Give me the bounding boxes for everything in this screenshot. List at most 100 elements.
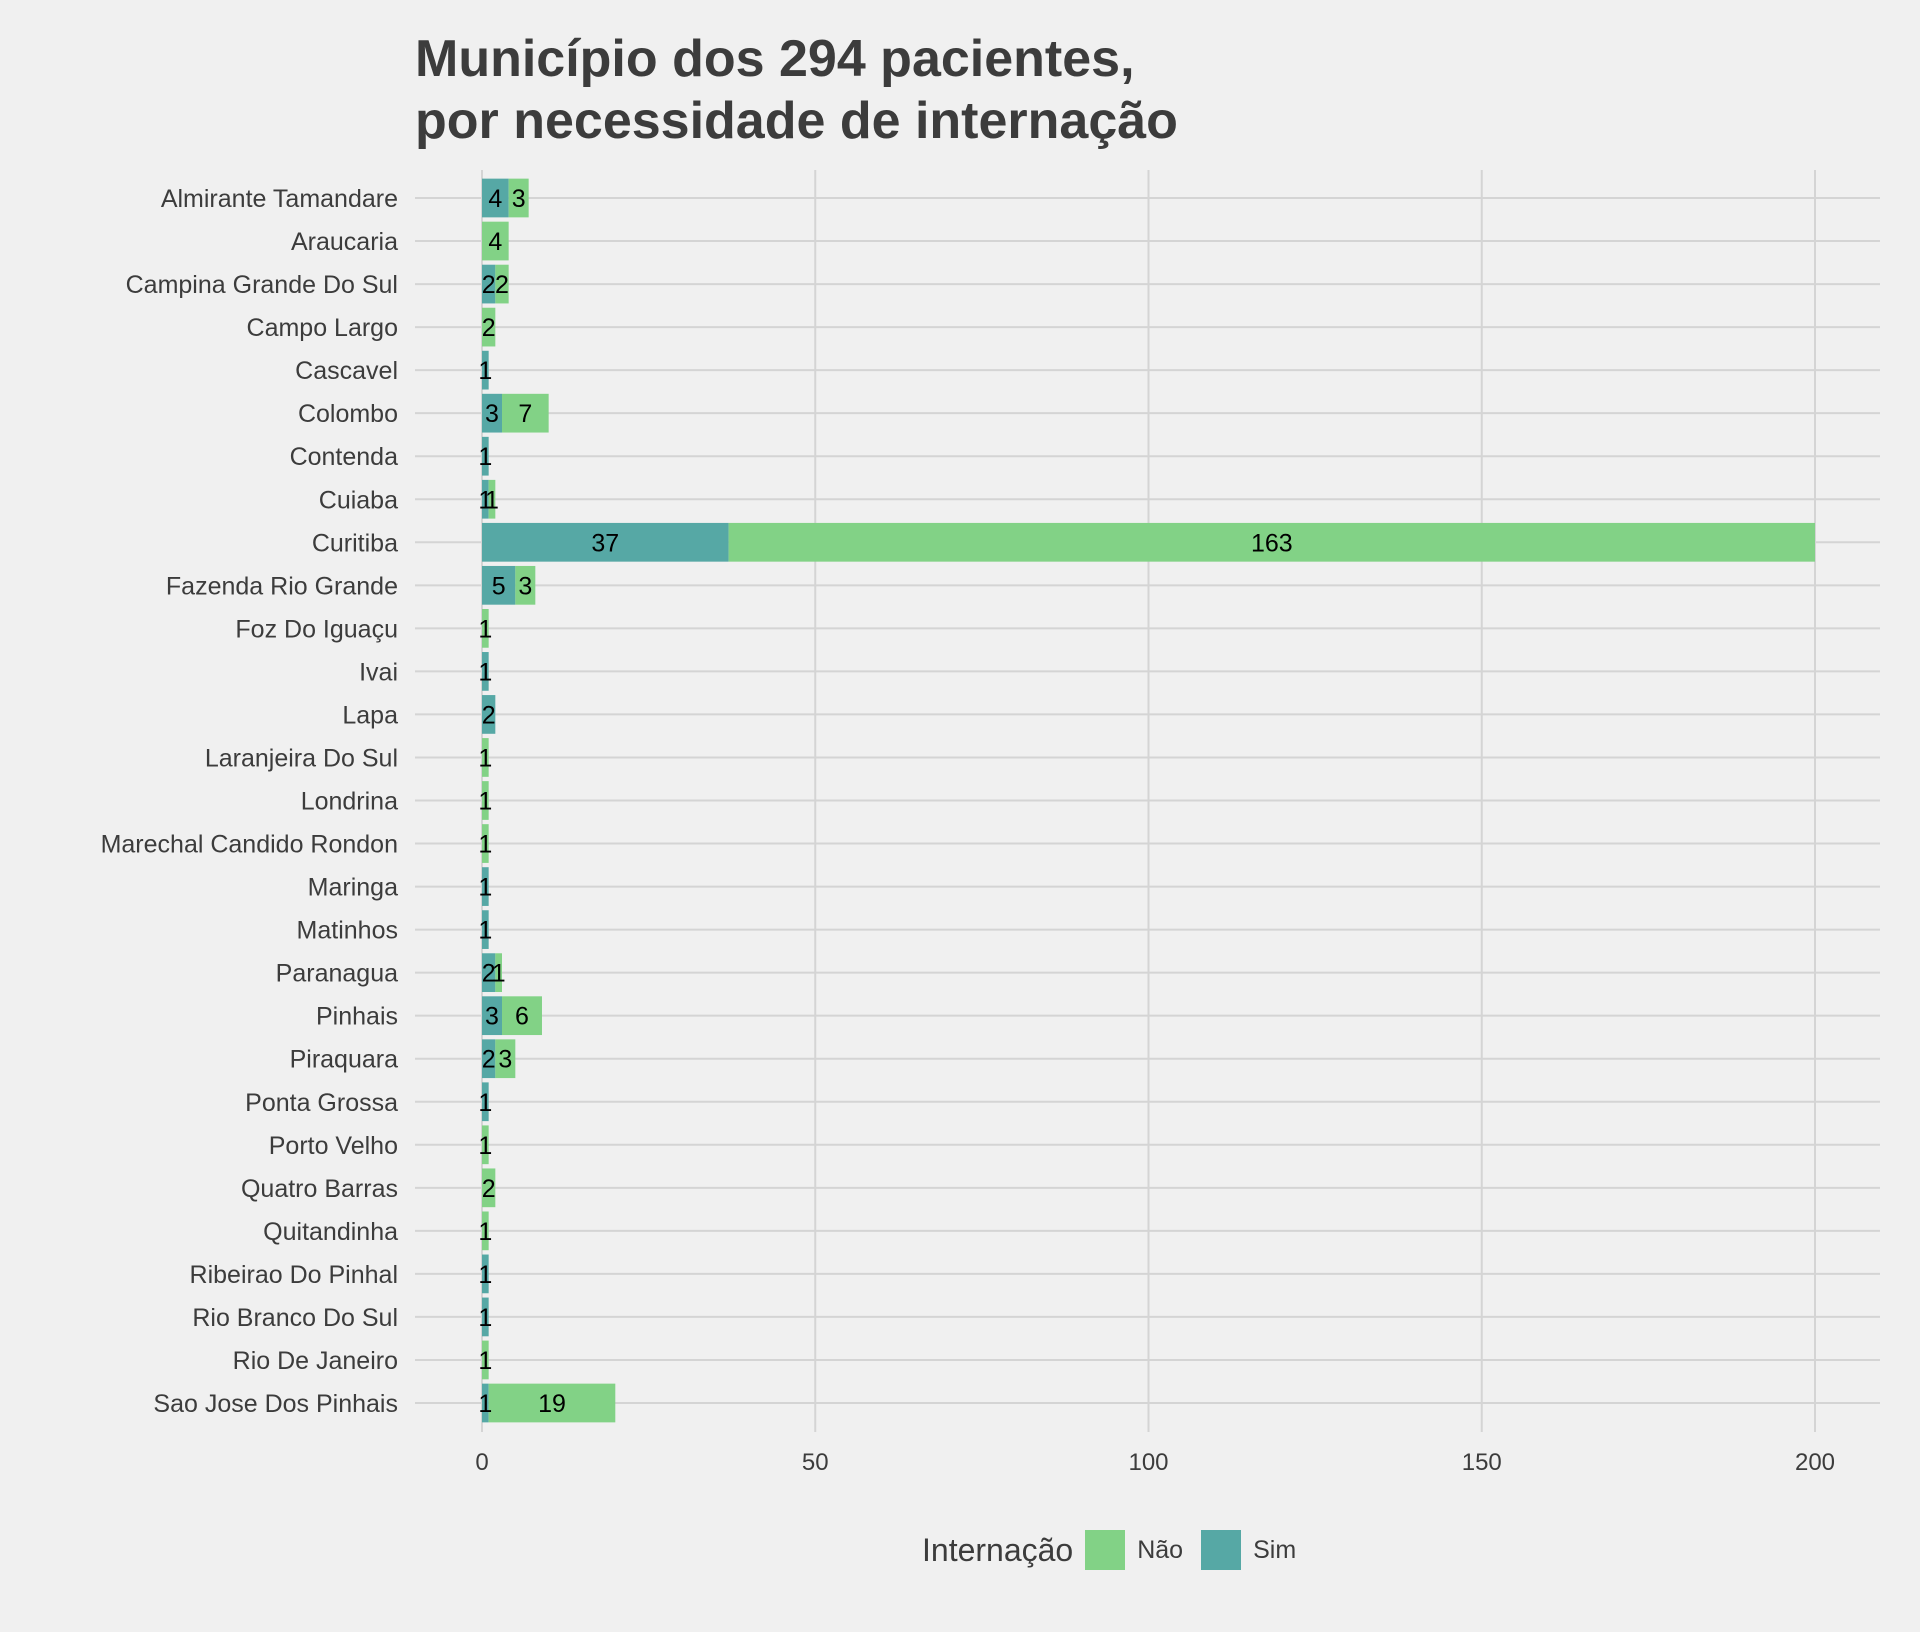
bar-sim-fazenda-rio-grande	[482, 565, 516, 605]
bar-label-nao-paranagua: 1	[492, 960, 506, 988]
category-label-matinhos: Matinhos	[297, 917, 398, 945]
bar-label-sim-maringa: 1	[478, 874, 492, 902]
category-label-araucaria: Araucaria	[291, 228, 398, 256]
bar-label-sim-cuiaba: 1	[478, 486, 492, 514]
category-axis-labels: Almirante Tamandare Araucaria Campina Gran…	[101, 185, 399, 1418]
bar-sim-ivai	[482, 652, 489, 691]
bar-label-nao-almirante-tamandare: 3	[512, 185, 526, 213]
category-label-piraquara: Piraquara	[290, 1046, 398, 1074]
bar-label-sim-ponta-grossa: 1	[478, 1089, 492, 1117]
bars	[482, 178, 1815, 1423]
category-label-quatro-barras: Quatro Barras	[241, 1175, 398, 1203]
gridlines	[415, 170, 1880, 1432]
bar-label-sim-sao-jose-dos-pinhais: 1	[478, 1390, 492, 1418]
bar-label-nao-quitandinha: 1	[478, 1218, 492, 1246]
bar-label-sim-piraquara: 2	[482, 1046, 496, 1074]
category-label-porto-velho: Porto Velho	[269, 1132, 398, 1160]
bar-nao-fazenda-rio-grande	[515, 565, 536, 605]
bar-sim-cascavel	[482, 350, 489, 390]
x-tick-label: 0	[475, 1449, 488, 1476]
bar-label-nao-foz-do-iguacu: 1	[478, 615, 492, 643]
bar-label-sim-colombo: 3	[485, 400, 499, 428]
bar-nao-porto-velho	[482, 1125, 489, 1165]
bar-sim-maringa	[482, 867, 489, 906]
category-label-paranagua: Paranagua	[276, 960, 398, 988]
bar-sim-almirante-tamandare	[482, 178, 509, 218]
bar-label-sim-almirante-tamandare: 4	[488, 185, 502, 213]
legend-label-sim: Sim	[1253, 1535, 1297, 1564]
bar-label-nao-fazenda-rio-grande: 3	[518, 572, 532, 600]
bar-label-nao-araucaria: 4	[488, 228, 502, 256]
x-tick-label: 150	[1462, 1449, 1502, 1476]
bar-sim-paranagua	[482, 953, 496, 993]
bar-sim-lapa	[482, 695, 496, 734]
category-label-cascavel: Cascavel	[295, 357, 398, 385]
category-label-laranjeira-do-sul: Laranjeira Do Sul	[205, 744, 398, 772]
bar-sim-ribeirao-do-pinhal	[482, 1254, 489, 1294]
legend-item-nao: Não	[1085, 1530, 1183, 1570]
bar-sim-curitiba	[482, 522, 729, 562]
legend-item-sim: Sim	[1201, 1530, 1296, 1570]
bar-label-sim-lapa: 2	[482, 701, 496, 729]
bar-label-nao-laranjeira-do-sul: 1	[478, 744, 492, 772]
category-label-rio-branco-do-sul: Rio Branco Do Sul	[192, 1304, 398, 1332]
category-label-cuiaba: Cuiaba	[319, 486, 398, 514]
bar-nao-almirante-tamandare	[508, 178, 529, 218]
bar-sim-contenda	[482, 436, 489, 476]
bar-nao-quitandinha	[482, 1211, 489, 1251]
bar-nao-londrina	[482, 781, 489, 820]
bar-label-nao-sao-jose-dos-pinhais: 19	[538, 1390, 566, 1418]
category-label-fazenda-rio-grande: Fazenda Rio Grande	[166, 572, 398, 600]
bar-label-sim-fazenda-rio-grande: 5	[492, 572, 506, 600]
bar-sim-sao-jose-dos-pinhais	[482, 1383, 489, 1423]
category-label-pinhais: Pinhais	[316, 1003, 398, 1031]
value-axis-tick-labels: 0 50 100 150 200	[475, 1449, 1835, 1476]
bar-sim-pinhais	[482, 996, 502, 1036]
legend-title: Internação	[922, 1531, 1074, 1568]
category-label-lapa: Lapa	[342, 701, 398, 729]
category-label-ribeirao-do-pinhal: Ribeirao Do Pinhal	[190, 1261, 398, 1289]
bar-sim-campina-grande-do-sul	[482, 264, 496, 304]
bar-label-sim-ivai: 1	[478, 658, 492, 686]
bar-sim-cuiaba	[482, 479, 489, 519]
bar-label-sim-campina-grande-do-sul: 2	[482, 271, 496, 299]
bar-sim-piraquara	[482, 1039, 496, 1079]
bar-sim-matinhos	[482, 910, 489, 949]
category-label-sao-jose-dos-pinhais: Sao Jose Dos Pinhais	[153, 1390, 398, 1418]
x-tick-label: 100	[1128, 1449, 1168, 1476]
category-label-ivai: Ivai	[359, 658, 398, 686]
bar-label-nao-porto-velho: 1	[478, 1132, 492, 1160]
bar-nao-rio-de-janeiro	[482, 1340, 489, 1380]
legend: Internação Não Sim	[922, 1530, 1314, 1570]
category-label-quitandinha: Quitandinha	[263, 1218, 398, 1246]
category-label-campo-largo: Campo Largo	[247, 314, 398, 342]
category-label-almirante-tamandare: Almirante Tamandare	[161, 185, 398, 213]
category-label-rio-de-janeiro: Rio De Janeiro	[233, 1347, 398, 1375]
bar-nao-cuiaba	[488, 479, 496, 519]
bar-nao-piraquara	[495, 1039, 516, 1079]
bar-nao-pinhais	[501, 996, 542, 1036]
legend-label-nao: Não	[1137, 1535, 1184, 1564]
bar-nao-colombo	[501, 393, 549, 433]
category-label-campina-grande-do-sul: Campina Grande Do Sul	[126, 271, 398, 299]
bar-label-nao-rio-de-janeiro: 1	[478, 1347, 492, 1375]
bar-label-nao-campina-grande-do-sul: 2	[495, 271, 509, 299]
bar-sim-rio-branco-do-sul	[482, 1297, 489, 1337]
category-label-marechal-candido-rondon: Marechal Candido Rondon	[101, 831, 398, 859]
bar-label-nao-piraquara: 3	[498, 1046, 512, 1074]
chart-title: Município dos 294 pacientes, por necessi…	[415, 30, 1178, 150]
bar-label-sim-contenda: 1	[478, 443, 492, 471]
bar-label-sim-pinhais: 3	[485, 1003, 499, 1031]
bar-nao-curitiba	[728, 522, 1815, 562]
bar-nao-laranjeira-do-sul	[482, 738, 489, 777]
legend-swatch-nao	[1085, 1530, 1126, 1570]
bar-sim-colombo	[482, 393, 502, 433]
bar-label-sim-curitiba: 37	[591, 529, 619, 557]
bar-label-sim-rio-branco-do-sul: 1	[478, 1304, 492, 1332]
x-tick-label: 200	[1795, 1449, 1835, 1476]
bar-label-nao-curitiba: 163	[1251, 529, 1293, 557]
bar-label-sim-paranagua: 2	[482, 960, 496, 988]
category-label-contenda: Contenda	[290, 443, 399, 471]
bar-label-nao-pinhais: 6	[515, 1003, 529, 1031]
